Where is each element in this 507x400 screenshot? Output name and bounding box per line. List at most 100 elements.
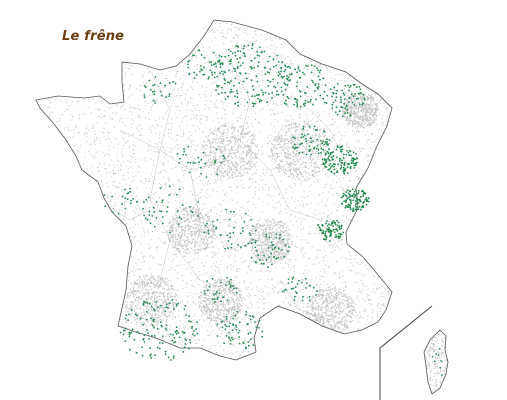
survey-point	[208, 108, 210, 110]
survey-point	[91, 339, 93, 341]
survey-point	[224, 117, 226, 119]
survey-point	[85, 288, 87, 290]
survey-point	[170, 192, 172, 194]
survey-point	[357, 262, 359, 264]
survey-point	[180, 87, 182, 89]
survey-point	[375, 210, 377, 212]
survey-point	[250, 307, 252, 309]
survey-point	[78, 226, 80, 228]
survey-point	[56, 52, 58, 54]
survey-point	[374, 179, 376, 181]
survey-point	[154, 220, 156, 222]
survey-point	[280, 104, 282, 106]
survey-point	[192, 140, 194, 142]
survey-point	[73, 192, 75, 194]
survey-point	[292, 316, 294, 318]
survey-point	[130, 123, 132, 125]
survey-point	[243, 44, 245, 46]
survey-point	[44, 191, 46, 193]
survey-point	[382, 218, 384, 220]
survey-point	[123, 344, 125, 346]
survey-point	[57, 67, 59, 69]
survey-point	[303, 106, 305, 108]
survey-point	[36, 268, 38, 270]
survey-point	[138, 125, 140, 127]
survey-point	[290, 96, 292, 98]
survey-point	[283, 211, 285, 213]
survey-point	[297, 108, 299, 110]
survey-point	[130, 359, 132, 360]
survey-point	[356, 21, 358, 23]
survey-point	[89, 47, 91, 49]
survey-point	[298, 117, 300, 119]
survey-point	[239, 282, 241, 284]
survey-point	[388, 319, 390, 321]
survey-point	[73, 173, 75, 175]
survey-point	[285, 189, 287, 191]
survey-point	[179, 126, 181, 128]
survey-point	[369, 232, 371, 234]
survey-point	[93, 216, 95, 218]
survey-point	[383, 268, 385, 270]
survey-point	[335, 350, 337, 352]
survey-point	[157, 156, 159, 158]
survey-point	[333, 358, 335, 360]
survey-point	[123, 303, 125, 305]
survey-point	[115, 61, 117, 63]
survey-point	[159, 117, 161, 119]
survey-point	[250, 216, 252, 218]
survey-point	[366, 268, 368, 270]
survey-point	[273, 140, 275, 142]
survey-point	[324, 220, 326, 222]
survey-point	[54, 204, 56, 206]
survey-point	[53, 359, 55, 360]
survey-point	[130, 106, 132, 108]
survey-point	[273, 126, 275, 128]
survey-point	[40, 215, 42, 217]
survey-point	[156, 85, 158, 87]
survey-point	[65, 215, 67, 217]
survey-point	[258, 290, 260, 292]
survey-point	[320, 270, 322, 272]
survey-point	[228, 220, 230, 222]
survey-point	[318, 46, 320, 48]
survey-point	[137, 214, 139, 216]
survey-point	[95, 256, 97, 258]
survey-point	[148, 243, 150, 245]
survey-point	[76, 22, 78, 24]
survey-point	[322, 256, 324, 258]
survey-point	[336, 175, 338, 177]
survey-point	[81, 266, 83, 268]
survey-point	[387, 85, 389, 87]
survey-point	[297, 316, 299, 318]
survey-point	[110, 199, 112, 201]
survey-point	[273, 263, 275, 265]
survey-point	[70, 75, 72, 77]
survey-point	[55, 359, 57, 360]
survey-point	[342, 238, 344, 240]
survey-point	[129, 86, 131, 88]
survey-point	[123, 22, 125, 24]
survey-point	[36, 141, 38, 143]
survey-point	[199, 274, 201, 276]
survey-point	[47, 364, 48, 365]
survey-point	[49, 278, 51, 280]
survey-point	[349, 75, 351, 77]
survey-point	[44, 71, 46, 73]
survey-point	[297, 353, 299, 355]
survey-point	[382, 268, 384, 270]
survey-point	[168, 128, 170, 130]
survey-point	[274, 356, 276, 358]
survey-point	[162, 205, 164, 207]
survey-point	[230, 263, 232, 265]
survey-point	[42, 20, 44, 21]
survey-point	[247, 214, 249, 216]
survey-point	[94, 252, 96, 254]
survey-point	[339, 37, 341, 39]
survey-point	[229, 238, 231, 240]
survey-point	[319, 289, 321, 291]
survey-point	[39, 33, 41, 35]
survey-point	[42, 358, 44, 360]
survey-point	[192, 88, 194, 90]
survey-point	[159, 170, 161, 172]
